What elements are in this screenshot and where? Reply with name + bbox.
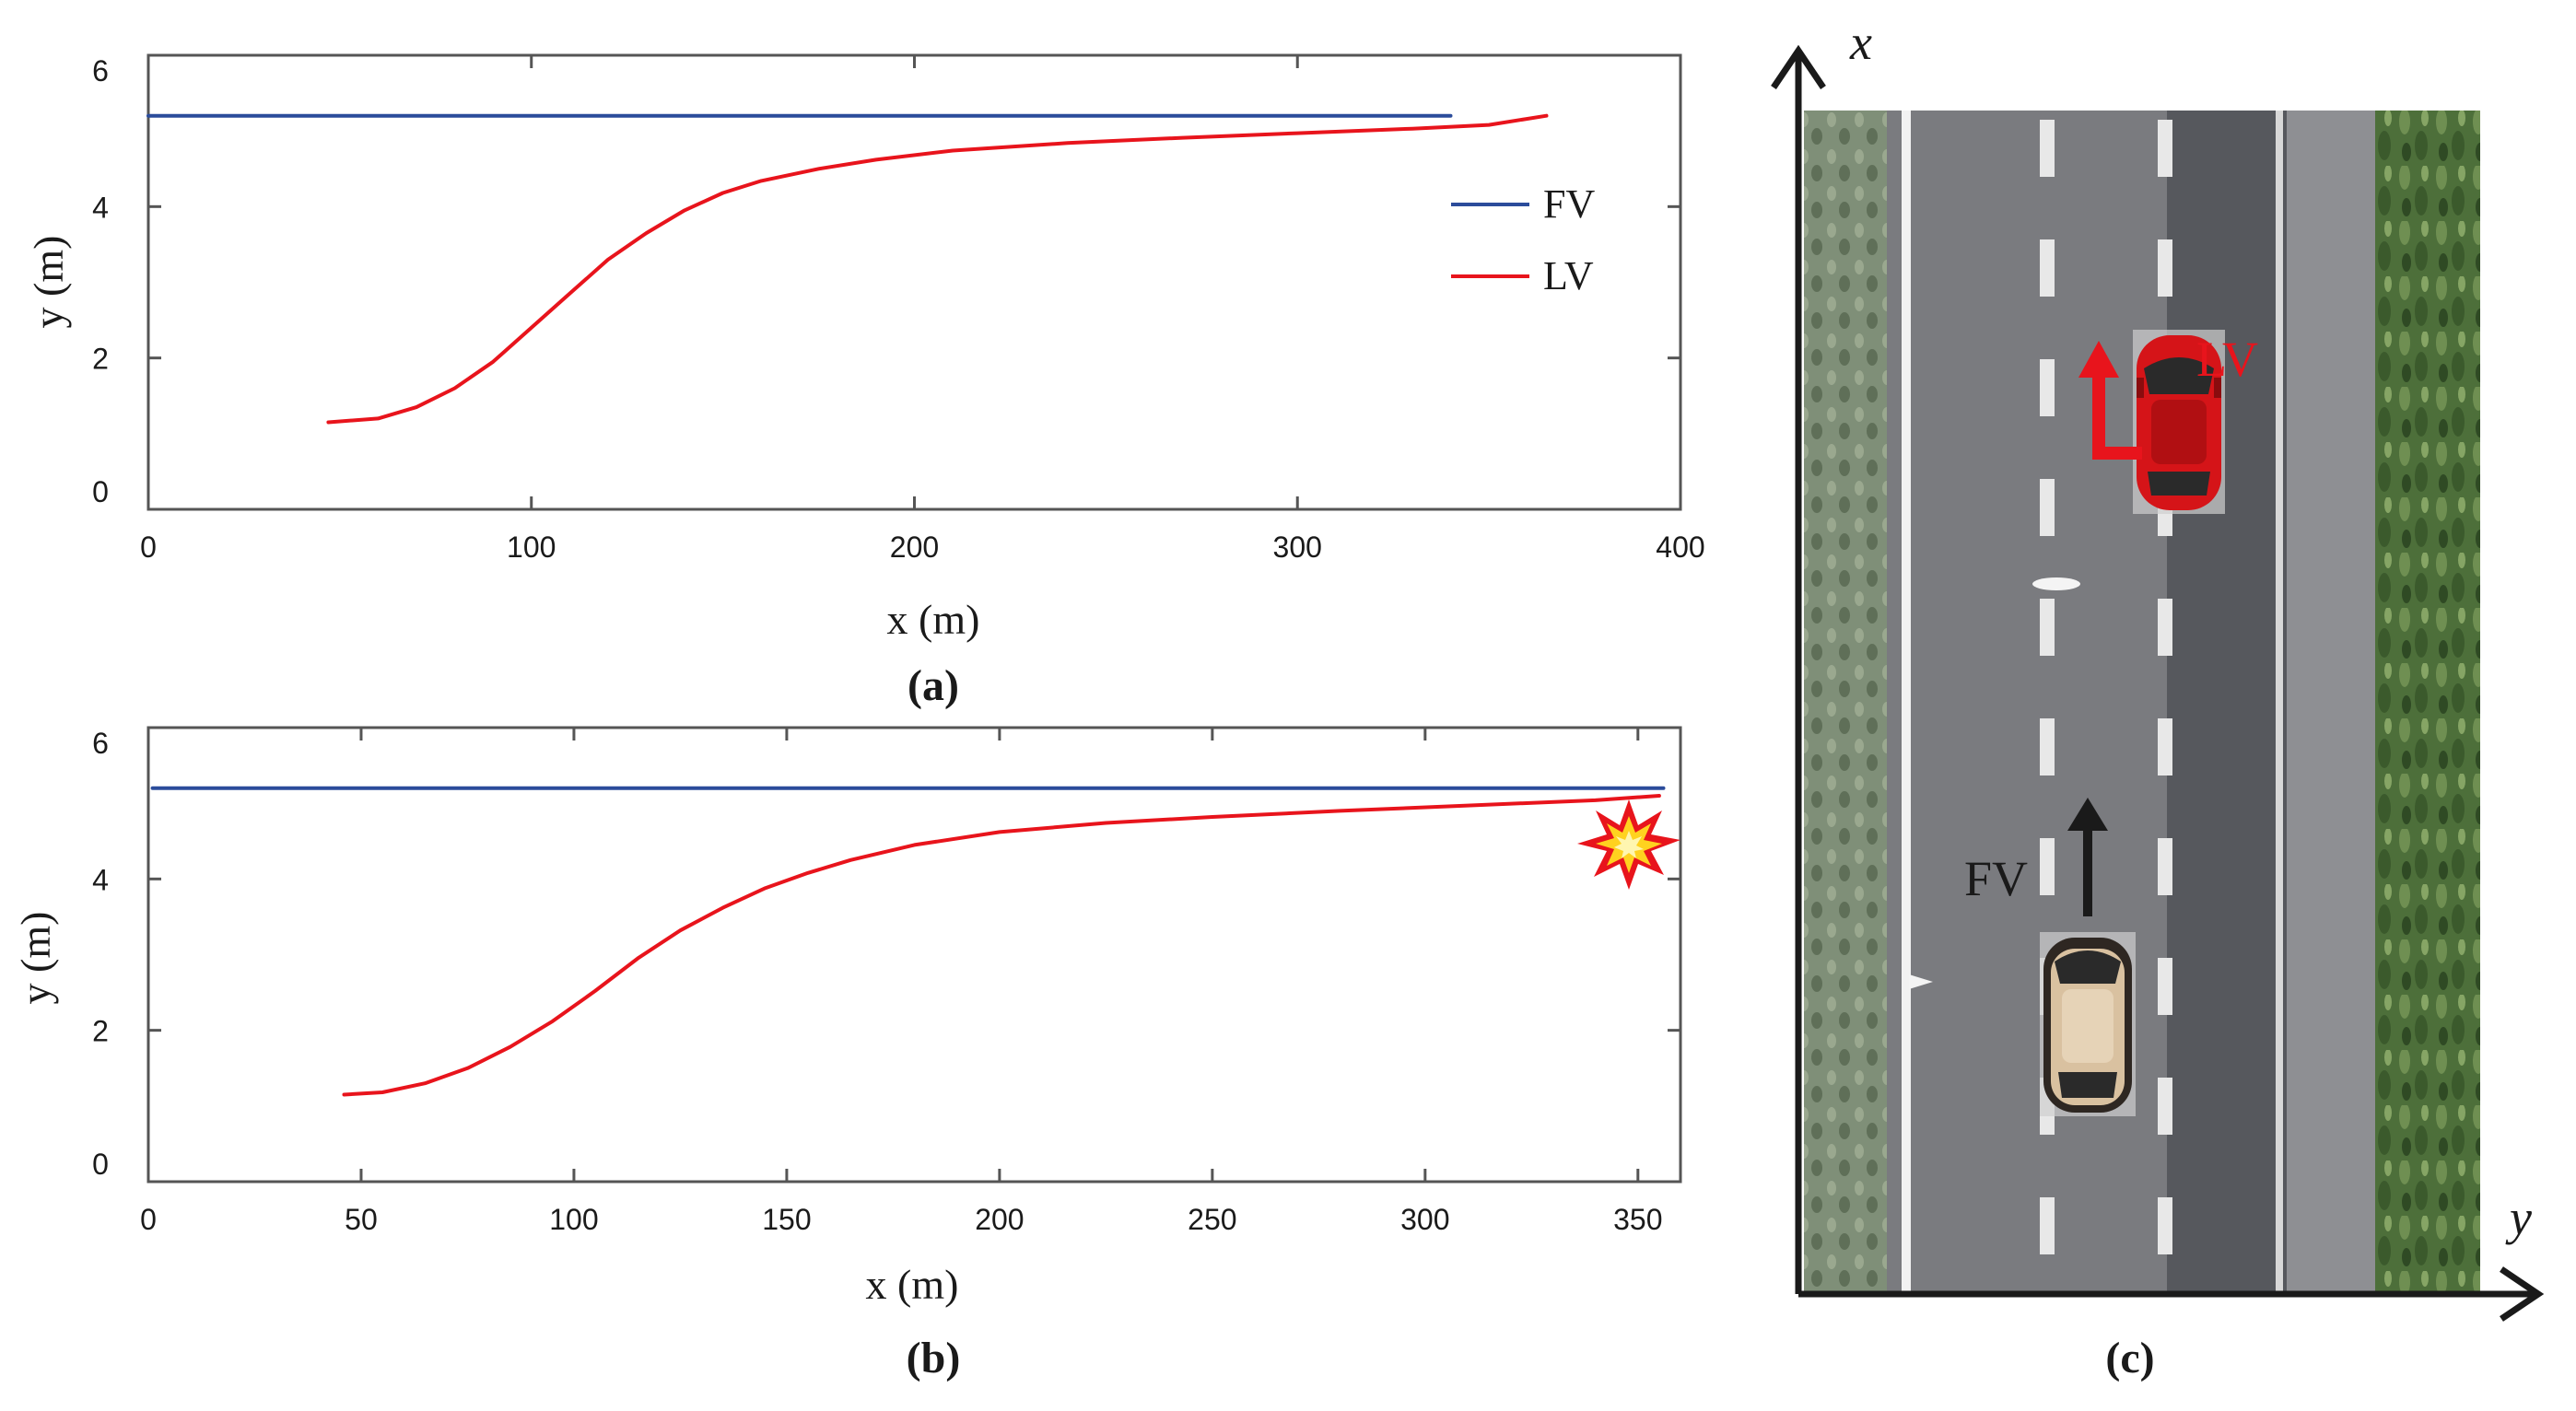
right-lane-dark xyxy=(2167,111,2287,1292)
chart-b-frame xyxy=(146,726,1682,1184)
collision-icon xyxy=(1577,799,1680,890)
x-tick-label: 50 xyxy=(345,1203,378,1236)
y-tick-label: 4 xyxy=(92,191,109,224)
chart-a-xlabel: x (m) xyxy=(887,596,980,643)
lane-dash xyxy=(2158,838,2172,895)
x-tick-label: 250 xyxy=(1188,1203,1236,1236)
lane-dash xyxy=(2158,718,2172,775)
left-edge-line xyxy=(1902,111,1911,1292)
lane-dash xyxy=(2040,359,2055,416)
y-tick-label: 4 xyxy=(92,863,109,896)
fv-forward-arrow-icon xyxy=(2067,798,2108,916)
y-tick-label: 0 xyxy=(92,1148,109,1181)
lane-dash xyxy=(2040,120,2055,177)
lane-dash xyxy=(2040,239,2055,297)
chart-c-caption: (c) xyxy=(2105,1334,2154,1382)
lane-dash xyxy=(2040,599,2055,656)
lane-dash xyxy=(2040,838,2055,895)
road-diagram: LV FV x y (c) xyxy=(1771,15,2545,1382)
x-tick-label: 400 xyxy=(1656,531,1704,564)
x-tick-label: 100 xyxy=(549,1203,598,1236)
chart-a-series-lv xyxy=(326,113,1549,425)
lv-turn-arrow-icon xyxy=(2078,341,2142,460)
lv-car-icon xyxy=(2133,330,2225,514)
x-tick-label: 300 xyxy=(1273,531,1322,564)
x-tick-label: 0 xyxy=(140,1203,157,1236)
x-tick-label: 0 xyxy=(140,531,157,564)
chart-a-ylabel: y (m) xyxy=(25,236,72,329)
x-tick-label: 300 xyxy=(1400,1203,1449,1236)
x-tick-label: 100 xyxy=(507,531,556,564)
legend-fv-label: FV xyxy=(1543,181,1595,227)
right-shoulder xyxy=(2287,111,2375,1292)
y-tick-label: 0 xyxy=(92,475,109,508)
lane-dash xyxy=(2158,239,2172,297)
chart-a-caption: (a) xyxy=(907,661,959,710)
y-tick-label: 2 xyxy=(92,1015,109,1048)
chart-a-tick-labels: 0 100 200 300 400 0 2 4 6 xyxy=(92,54,1705,564)
chart-b-caption: (b) xyxy=(907,1334,961,1382)
y-tick-label: 6 xyxy=(92,54,109,87)
right-grass xyxy=(2375,111,2480,1292)
lane-dash xyxy=(2040,1197,2055,1254)
lane-dash xyxy=(2158,958,2172,1015)
left-grass xyxy=(1804,111,1887,1292)
chart-a-ticks xyxy=(146,53,1682,511)
coordinate-axes xyxy=(1771,44,2545,1322)
lane-dash xyxy=(2158,1078,2172,1135)
road-marking xyxy=(2032,577,2080,590)
lane-dash xyxy=(2158,599,2172,656)
lane-dash xyxy=(2040,718,2055,775)
chart-b-xlabel: x (m) xyxy=(866,1261,959,1308)
legend-lv-label: LV xyxy=(1543,253,1594,298)
x-tick-label: 200 xyxy=(975,1203,1024,1236)
x-tick-label: 350 xyxy=(1613,1203,1662,1236)
chart-b-ticks xyxy=(146,726,1680,1184)
right-edge-line xyxy=(2276,111,2283,1292)
road-arrow-marking xyxy=(1909,974,1933,989)
chart-a-frame xyxy=(146,53,1682,511)
fv-label: FV xyxy=(1964,851,2028,906)
chart-b-tick-labels: 0 50 100 150 200 250 300 350 0 2 4 6 xyxy=(92,727,1662,1236)
lv-label: LV xyxy=(2196,332,2258,387)
road-image xyxy=(1804,111,2480,1292)
chart-b-series-lv xyxy=(342,794,1661,1097)
chart-a-legend: FV LV xyxy=(1451,181,1595,298)
x-tick-label: 150 xyxy=(762,1203,811,1236)
chart-b-ylabel: y (m) xyxy=(12,912,59,1005)
y-tick-label: 2 xyxy=(92,343,109,376)
fv-car-icon xyxy=(2040,932,2136,1116)
lane-dash xyxy=(2158,120,2172,177)
x-tick-label: 200 xyxy=(890,531,939,564)
chart-b: 0 50 100 150 200 250 300 350 0 2 4 6 y (m) x (m) (b… xyxy=(12,726,1682,1382)
axis-x-label: x xyxy=(1849,15,1872,70)
y-tick-label: 6 xyxy=(92,727,109,760)
lane-dash xyxy=(2158,1197,2172,1254)
axis-y-label: y xyxy=(2505,1190,2532,1245)
lane-dash xyxy=(2040,479,2055,536)
chart-a: 0 100 200 300 400 0 2 4 6 FV LV y (m) x (m) (a) xyxy=(25,53,1705,710)
